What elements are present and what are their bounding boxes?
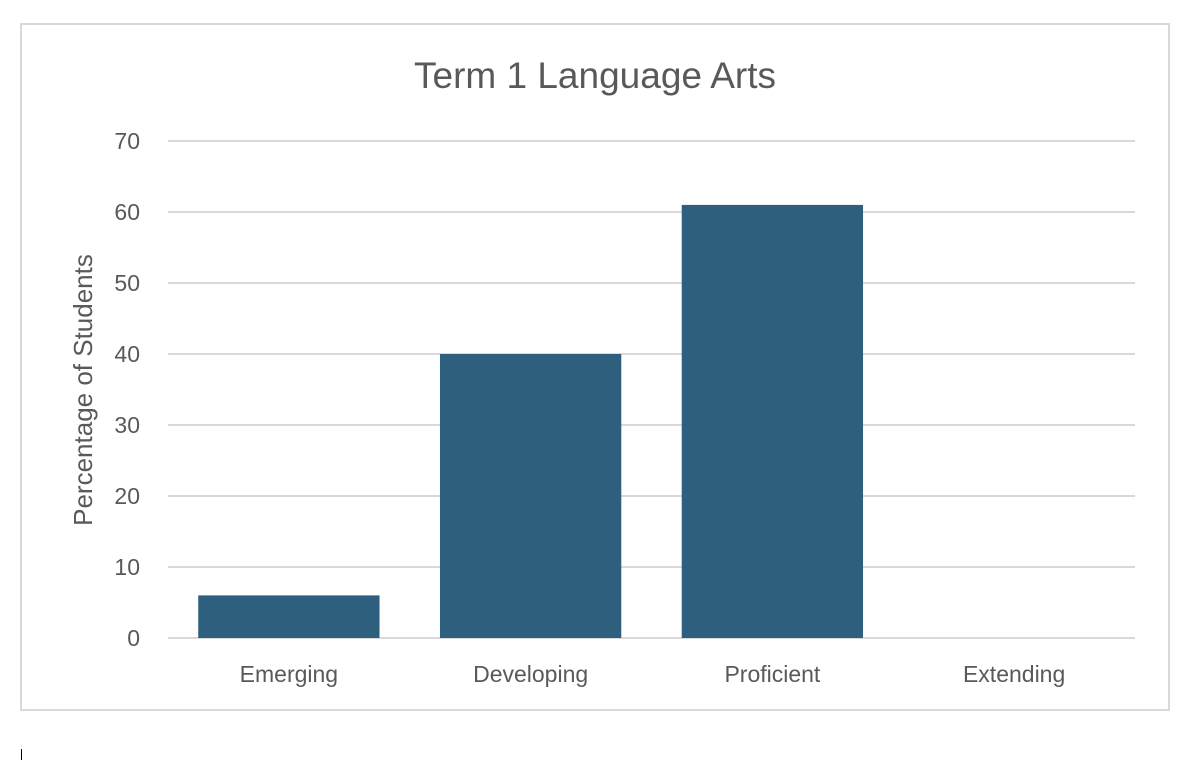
text-cursor — [21, 749, 22, 760]
bar-developing — [439, 354, 622, 638]
x-tick-label: Proficient — [724, 661, 820, 687]
y-tick-label: 30 — [114, 412, 140, 438]
gridlines — [168, 140, 1135, 639]
bars — [198, 204, 864, 638]
y-axis-label: Percentage of Students — [68, 254, 98, 526]
x-tick-label: Emerging — [240, 661, 338, 687]
chart-title: Term 1 Language Arts — [414, 55, 776, 96]
y-tick-label: 20 — [114, 483, 140, 509]
x-tick-label: Developing — [473, 661, 588, 687]
y-tick-label: 60 — [114, 199, 140, 225]
x-tick-label: Extending — [963, 661, 1065, 687]
bar-proficient — [681, 204, 864, 638]
y-tick-label: 70 — [114, 128, 140, 154]
y-tick-label: 50 — [114, 270, 140, 296]
y-axis-ticks: 0 10 20 30 40 50 60 70 — [114, 128, 140, 651]
y-tick-label: 10 — [114, 554, 140, 580]
x-axis-ticks: Emerging Developing Proficient Extending — [240, 661, 1066, 687]
bar-emerging — [198, 595, 380, 638]
y-tick-label: 0 — [127, 625, 140, 651]
y-tick-label: 40 — [114, 341, 140, 367]
